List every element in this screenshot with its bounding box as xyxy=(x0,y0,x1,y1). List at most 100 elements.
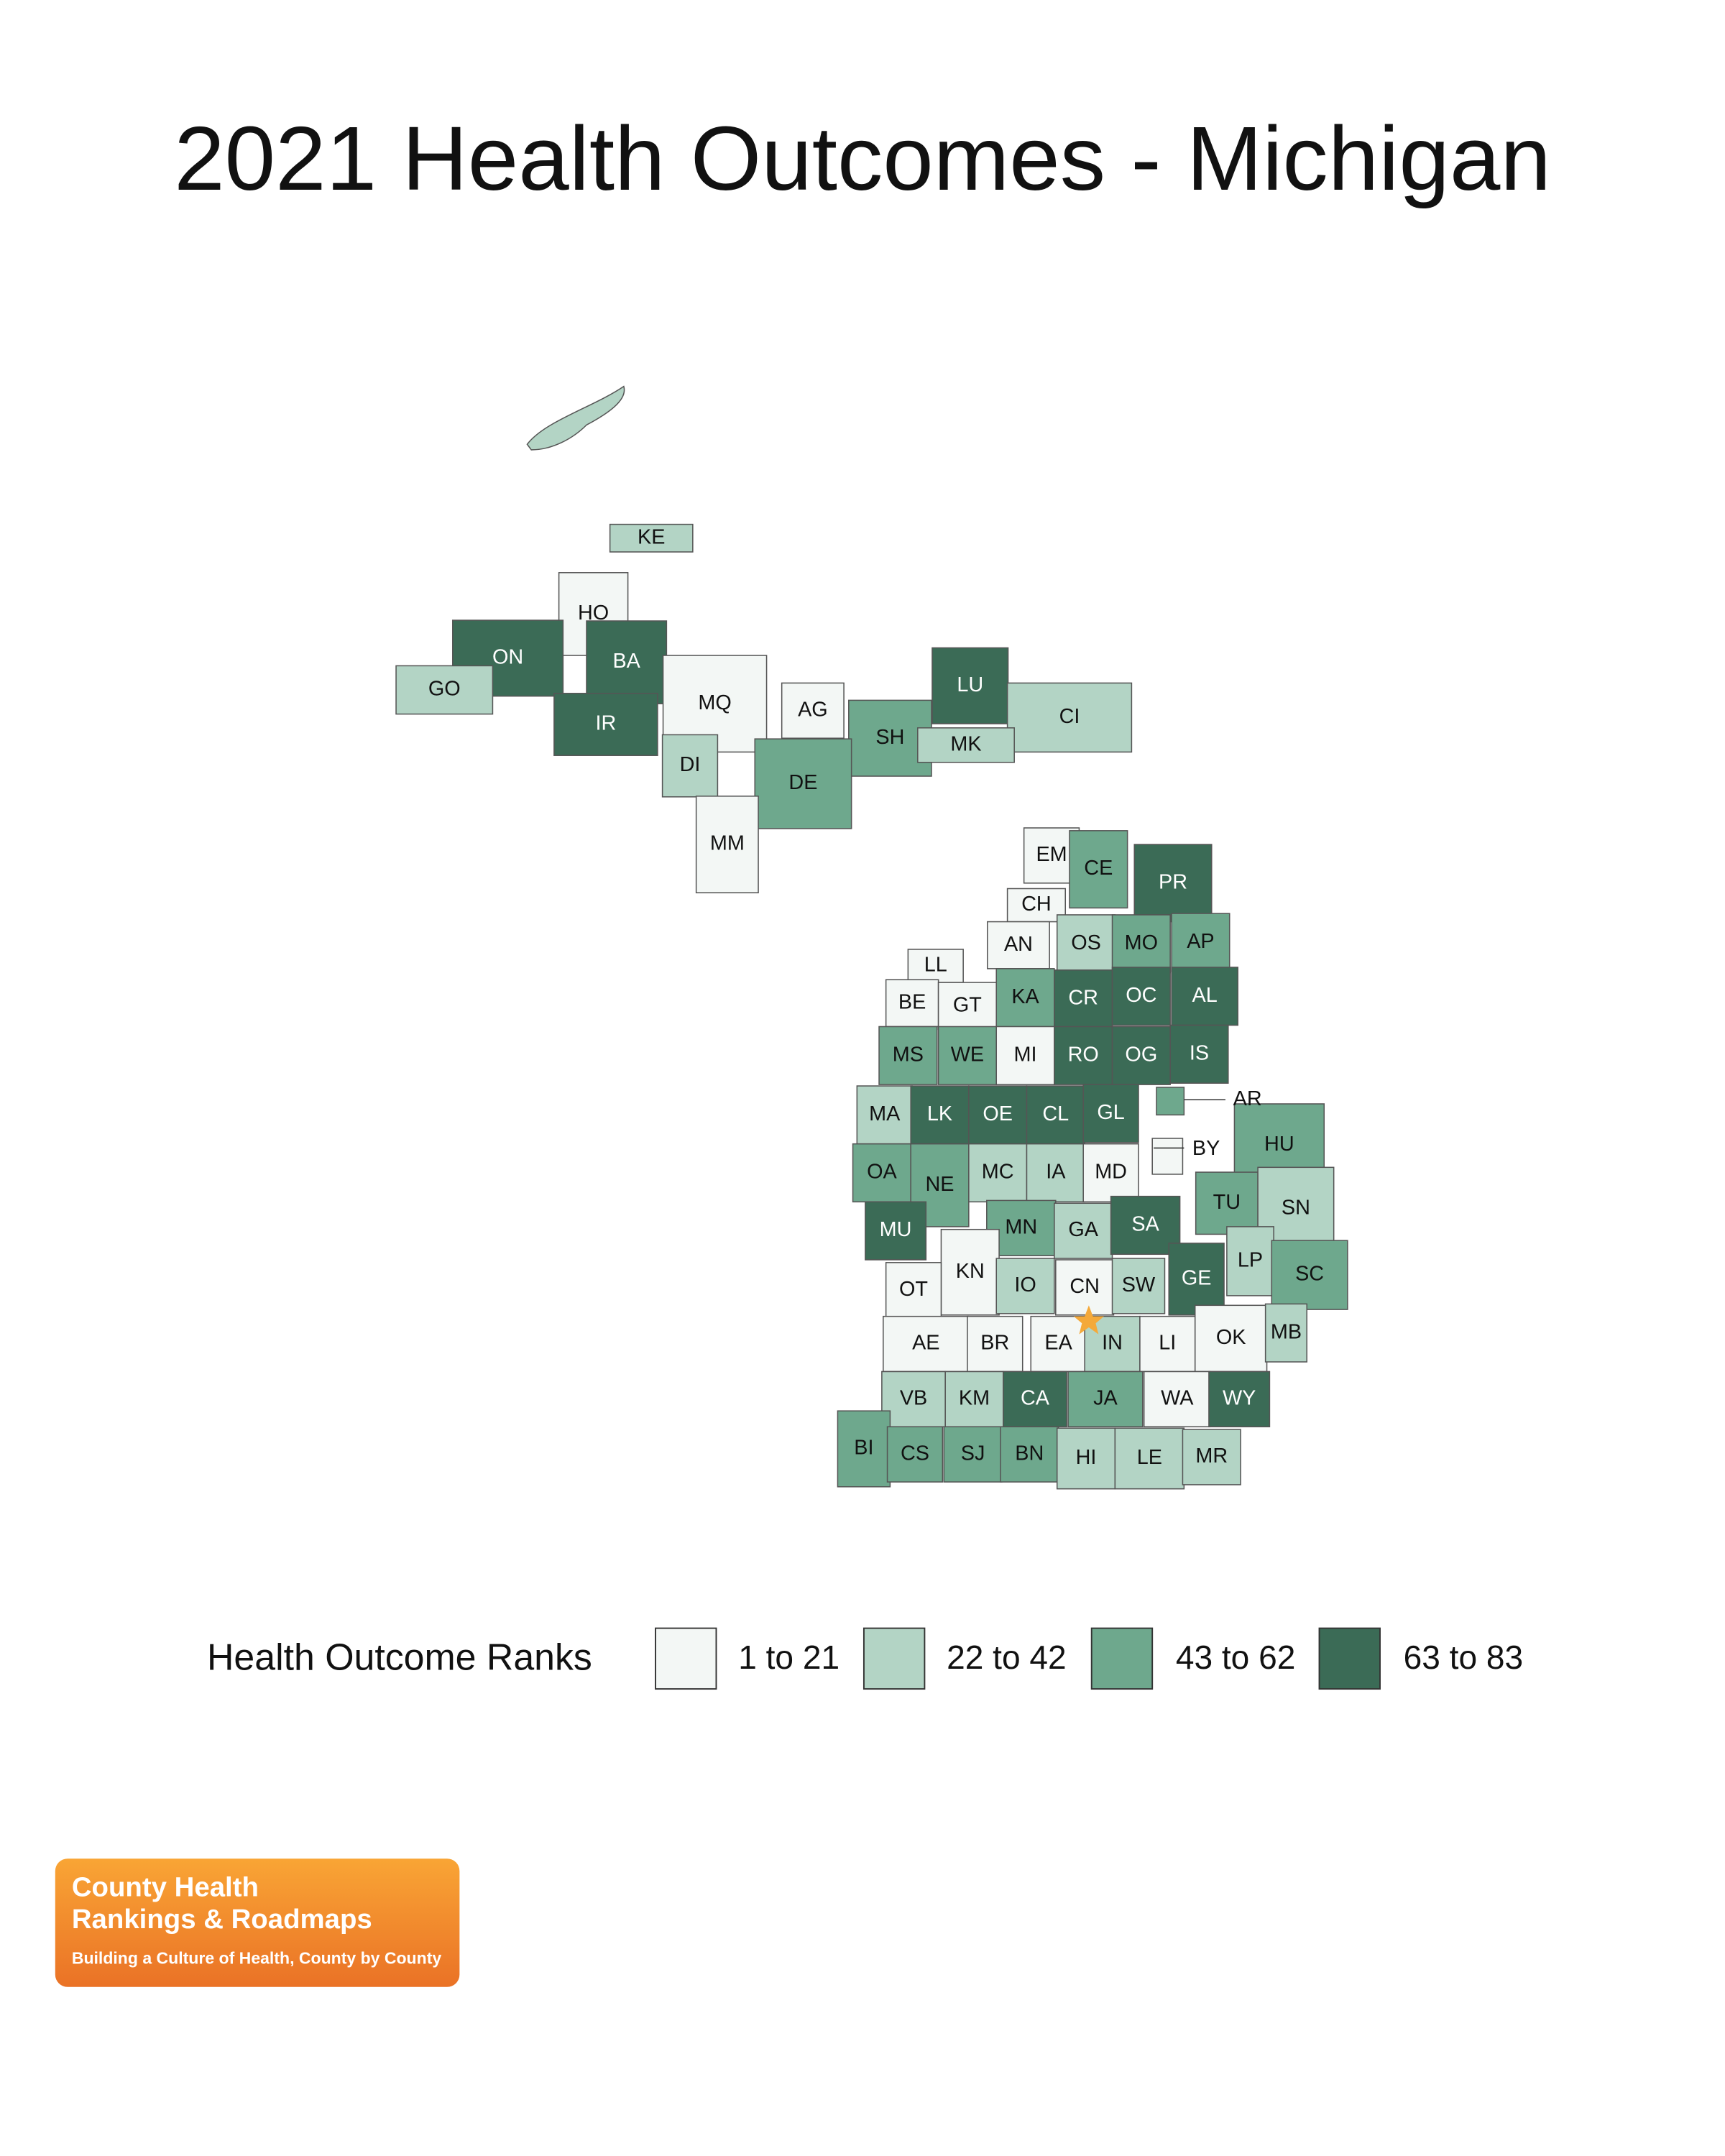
county-label: SC xyxy=(1295,1263,1324,1286)
county-label: CA xyxy=(1021,1386,1050,1409)
legend-swatch xyxy=(655,1627,717,1690)
county xyxy=(1133,844,1213,923)
county-label: MN xyxy=(1005,1215,1037,1238)
county xyxy=(1054,969,1113,1029)
county-label: SH xyxy=(875,726,904,749)
county-label: DE xyxy=(788,771,817,794)
county-label: BY xyxy=(1192,1137,1220,1160)
county-label: HI xyxy=(1076,1446,1097,1469)
legend-label: 63 to 83 xyxy=(1404,1639,1524,1676)
logo: County Health Rankings & Roadmaps Buildi… xyxy=(55,1858,460,1987)
county-label: OA xyxy=(867,1161,897,1184)
county xyxy=(940,1228,1000,1316)
county xyxy=(886,1426,944,1483)
county xyxy=(1111,914,1171,974)
isle-royale xyxy=(526,385,625,451)
county xyxy=(1056,1427,1116,1490)
county-label: NE xyxy=(926,1173,954,1196)
logo-line: Rankings & Roadmaps xyxy=(72,1904,372,1935)
county xyxy=(1056,914,1116,974)
county-label: BI xyxy=(854,1437,873,1460)
county-label: CS xyxy=(901,1442,929,1465)
county-label: SJ xyxy=(961,1442,985,1465)
county-label: OT xyxy=(899,1278,928,1301)
county-label: HU xyxy=(1264,1133,1294,1156)
county xyxy=(1151,1138,1184,1175)
county-label: GO xyxy=(428,678,461,701)
county xyxy=(878,1026,938,1085)
county xyxy=(1194,1304,1268,1373)
county-label: MR xyxy=(1195,1445,1228,1468)
county-label: OK xyxy=(1216,1326,1246,1349)
county-label: IN xyxy=(1102,1332,1123,1355)
counties: KE HO ON BA GO IR MQ AG SH LU CI MK DI DE MM EM CE PR CH AN… xyxy=(395,523,1348,1490)
county xyxy=(1143,1370,1211,1428)
county xyxy=(661,734,719,798)
county xyxy=(1067,1370,1144,1428)
county-label: IS xyxy=(1190,1041,1209,1064)
logo-line: County Health xyxy=(72,1872,259,1903)
county xyxy=(865,1201,927,1261)
county-label: WA xyxy=(1161,1386,1194,1409)
legend: 1 to 21 22 to 42 43 to 62 63 to 83 xyxy=(655,1627,1524,1690)
county-label: TU xyxy=(1213,1191,1241,1214)
county-label: LL xyxy=(924,954,947,977)
county xyxy=(1026,1085,1085,1145)
county-label: AN xyxy=(1004,933,1033,956)
county-label: CR xyxy=(1068,987,1098,1010)
county-label: KE xyxy=(638,525,665,548)
county-label: EM xyxy=(1036,843,1067,866)
county-label: MD xyxy=(1095,1161,1127,1184)
county-label: WE xyxy=(951,1043,984,1066)
county xyxy=(586,620,668,704)
county xyxy=(1111,1258,1166,1314)
county-label: CL xyxy=(1042,1102,1069,1125)
county-label: PR xyxy=(1159,870,1187,893)
county xyxy=(1082,1143,1139,1203)
county xyxy=(995,968,1055,1028)
county xyxy=(1111,1026,1171,1085)
county xyxy=(1195,1171,1259,1235)
county-label: GA xyxy=(1068,1218,1098,1241)
county xyxy=(1264,1303,1308,1363)
county-label: BR xyxy=(980,1332,1009,1355)
county-label: GT xyxy=(953,993,982,1016)
capital-star xyxy=(1073,1305,1104,1335)
county xyxy=(917,727,1015,763)
county xyxy=(781,682,845,739)
logo-background xyxy=(55,1858,460,1987)
county xyxy=(932,647,1009,724)
county xyxy=(1171,913,1230,972)
legend-label: 43 to 62 xyxy=(1176,1639,1296,1676)
county-label: KN xyxy=(956,1260,985,1283)
county xyxy=(1111,967,1171,1026)
county xyxy=(837,1410,891,1488)
county-label: MS xyxy=(893,1043,924,1066)
county-label: KA xyxy=(1011,985,1039,1008)
county-label: BN xyxy=(1015,1442,1044,1465)
legend-label: 1 to 21 xyxy=(738,1639,840,1676)
county xyxy=(754,738,852,829)
county-label: BE xyxy=(898,990,926,1013)
county-label: RO xyxy=(1068,1043,1099,1066)
county-label: AP xyxy=(1187,930,1214,953)
county-label: AL xyxy=(1192,984,1218,1007)
county-label: LP xyxy=(1238,1248,1263,1271)
county-label: LU xyxy=(957,673,983,696)
county xyxy=(856,1085,913,1145)
county xyxy=(968,1143,1028,1203)
title: 2021 Health Outcomes - Michigan xyxy=(174,107,1551,209)
county-label: IO xyxy=(1014,1273,1036,1296)
county xyxy=(1082,1084,1139,1143)
county-label: MI xyxy=(1014,1043,1037,1066)
county xyxy=(1006,682,1133,753)
county-label: IA xyxy=(1046,1161,1066,1184)
county-label: IR xyxy=(595,712,616,735)
county xyxy=(1069,830,1128,909)
county xyxy=(852,1143,911,1203)
legend-swatch xyxy=(1090,1627,1154,1690)
county xyxy=(943,1426,1003,1483)
county xyxy=(1271,1240,1348,1310)
county-label: MU xyxy=(880,1218,912,1241)
county-label: OS xyxy=(1071,931,1101,954)
